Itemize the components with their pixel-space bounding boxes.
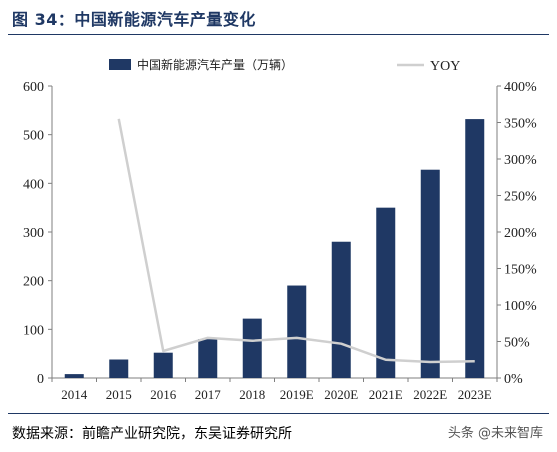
x-tick-label: 2020E [324,387,358,402]
bar [109,359,129,378]
bar [331,241,351,378]
y-right-tick-label: 100% [504,299,537,314]
y-right-tick-label: 200% [504,226,537,241]
y-left-tick-label: 600 [23,80,44,95]
y-right-tick-label: 0% [504,372,523,387]
y-right-tick-label: 300% [504,153,537,168]
y-left-tick-label: 300 [23,226,44,241]
x-tick-label: 2018 [239,387,265,402]
figure-title: 图 34：中国新能源汽车产量变化 [12,10,256,29]
y-left-tick-label: 400 [23,177,44,192]
bar [198,339,218,378]
x-tick-label: 2021E [369,387,403,402]
y-right-tick-label: 250% [504,190,537,205]
bar [64,374,84,378]
y-right-tick-label: 350% [504,117,537,132]
source-note: 数据来源：前瞻产业研究院，东吴证券研究所 [12,426,292,442]
y-right-tick-label: 150% [504,263,537,278]
x-tick-label: 2017 [195,387,222,402]
bar [420,169,440,378]
source-divider [8,413,549,414]
x-tick-label: 2022E [413,387,447,402]
legend-bar-swatch [109,59,131,70]
bar [287,285,307,378]
x-tick-label: 2015 [106,387,132,402]
y-left-tick-label: 100 [23,323,44,338]
x-tick-label: 2019E [280,387,314,402]
y-left-tick-label: 200 [23,275,44,290]
legend-line-label: YOY [430,59,460,74]
title-divider [8,34,549,35]
x-tick-label: 2016 [150,387,177,402]
x-tick-label: 2014 [61,387,88,402]
y-left-tick-label: 500 [23,129,44,144]
y-right-tick-label: 400% [504,80,537,95]
x-tick-label: 2023E [458,387,492,402]
watermark: 头条 @未来智库 [443,421,547,442]
y-left-tick-label: 0 [37,372,44,387]
bar [242,318,262,378]
bar [153,352,173,378]
y-right-tick-label: 50% [504,336,530,351]
bar [376,207,396,378]
bar [465,119,485,379]
legend-bar-label: 中国新能源汽车产量（万辆） [137,57,293,72]
